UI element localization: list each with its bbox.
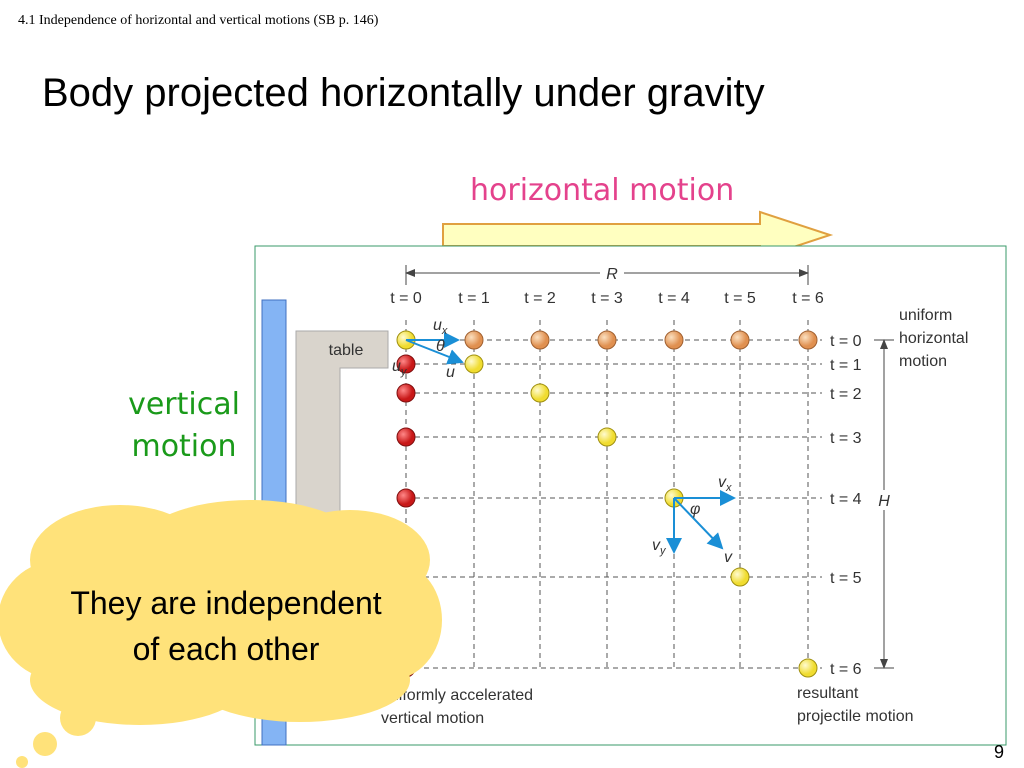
accelerated-label: uniformly accelerated <box>381 687 533 704</box>
vector: v <box>652 537 661 554</box>
vectors: ux θ u uy vx φ vy v <box>392 317 736 566</box>
time-label: t = 1 <box>830 357 862 374</box>
time-label: t = 0 <box>390 290 422 307</box>
time-label: t = 2 <box>830 386 862 403</box>
time-label: t = 1 <box>458 290 490 307</box>
vector-label: ux <box>433 317 448 337</box>
horizontal-label: horizontal motion <box>470 173 734 208</box>
vector-label: φ <box>690 501 700 518</box>
time-label: t = 3 <box>830 430 862 447</box>
time-label: t = 0 <box>830 333 862 350</box>
ball-horizontal <box>597 330 617 350</box>
cloud-text: They are independent <box>70 585 381 621</box>
vector: x <box>441 325 448 337</box>
vector-label: θ <box>436 338 445 355</box>
vertical-label: vertical <box>128 387 240 422</box>
range-label: R <box>606 266 618 283</box>
uniform-label: horizontal <box>899 330 968 347</box>
ball-horizontal <box>464 330 484 350</box>
ball-vertical <box>396 383 416 403</box>
uniform-label: motion <box>899 353 947 370</box>
ball-projectile <box>798 658 818 678</box>
ball-horizontal <box>798 330 818 350</box>
vector-label: u <box>446 364 455 381</box>
time-label: t = 4 <box>658 290 690 307</box>
ball-horizontal <box>664 330 684 350</box>
resultant-label: projectile motion <box>797 708 914 725</box>
time-label: t = 3 <box>591 290 623 307</box>
vector <box>673 497 724 550</box>
time-label: t = 5 <box>724 290 756 307</box>
time-label: t = 6 <box>830 661 862 678</box>
ball-vertical <box>396 354 416 374</box>
vector <box>405 339 464 365</box>
section-header: 4.1 Independence of horizontal and verti… <box>18 13 379 28</box>
ball-projectile <box>464 354 484 374</box>
vector: v <box>718 474 727 491</box>
vertical-label: motion <box>131 429 236 464</box>
table-label: table <box>329 342 364 359</box>
height-label: H <box>878 493 890 510</box>
time-label: t = 4 <box>830 491 862 508</box>
vector: u <box>433 317 442 334</box>
time-label: t = 5 <box>830 570 862 587</box>
vector: x <box>725 482 732 494</box>
height-gap <box>874 490 894 510</box>
cloud-text: of each other <box>133 631 320 667</box>
time-label: t = 6 <box>792 290 824 307</box>
vector: u <box>392 358 401 375</box>
time-label: t = 2 <box>524 290 556 307</box>
ball-horizontal <box>730 330 750 350</box>
page-number: 9 <box>994 742 1004 762</box>
vector-label: uy <box>392 358 408 378</box>
uniform-label: uniform <box>899 307 952 324</box>
ball-horizontal <box>530 330 550 350</box>
vector-label: vx <box>718 474 732 494</box>
vector: y <box>659 545 667 557</box>
ball-projectile <box>597 427 617 447</box>
range-gap <box>600 262 624 282</box>
thought-cloud <box>0 500 442 768</box>
resultant-label: resultant <box>797 685 859 702</box>
vector-label: vy <box>652 537 667 557</box>
vector-label: v <box>724 549 733 566</box>
ball-vertical <box>396 427 416 447</box>
ball-vertical <box>396 488 416 508</box>
vector: y <box>400 366 408 378</box>
ball-projectile <box>730 567 750 587</box>
accelerated-label: vertical motion <box>381 710 484 727</box>
ball-projectile <box>530 383 550 403</box>
slide-title: Body projected horizontally under gravit… <box>42 71 765 115</box>
